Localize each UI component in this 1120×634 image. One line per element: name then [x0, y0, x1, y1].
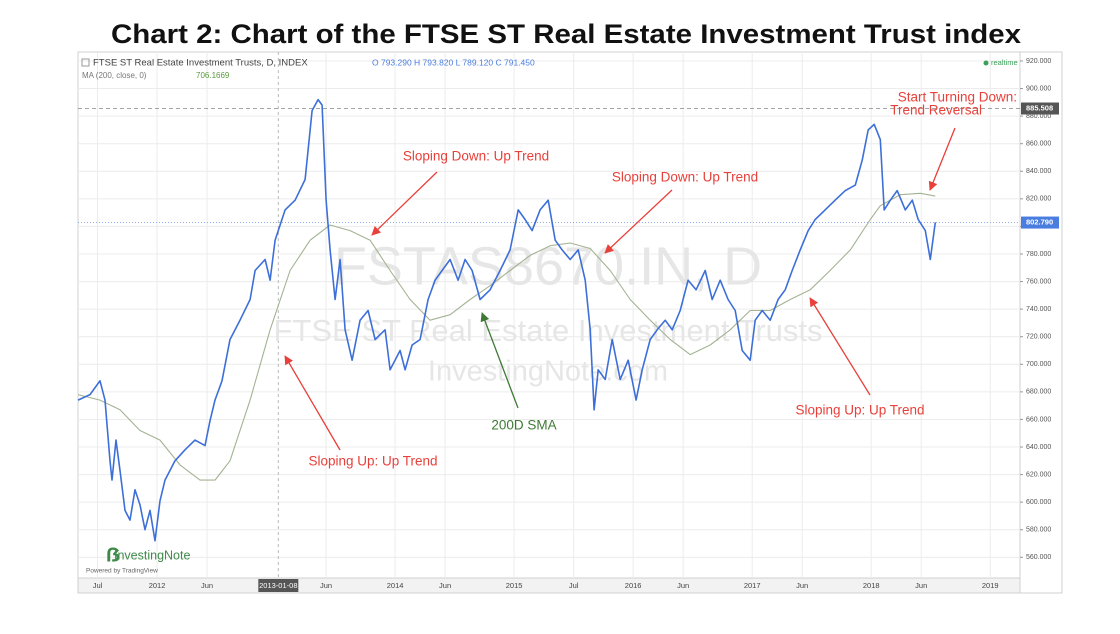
y-axis-strip — [1019, 51, 1063, 594]
y-tick-label: 700.000 — [1026, 361, 1051, 368]
x-tick-label: 2018 — [863, 581, 880, 590]
annotation: Start Turning Down: — [898, 90, 1017, 105]
y-tick-label: 760.000 — [1026, 278, 1051, 285]
arrow — [928, 127, 956, 191]
realtime-dot — [983, 60, 989, 66]
y-tick-label: 560.000 — [1026, 554, 1051, 561]
header: FTSE ST Real Estate Investment Trusts, D… — [81, 57, 1018, 575]
y-tick-label: 740.000 — [1026, 306, 1051, 313]
watermark-text: FTSE ST Real Estate Investment Trusts — [273, 313, 822, 348]
realtime: realtime — [991, 58, 1018, 67]
plot-area — [77, 51, 1021, 579]
y-tick-label: 780.000 — [1026, 251, 1051, 258]
x-tick-label: Jul — [93, 581, 103, 590]
y-tick-label: 680.000 — [1026, 389, 1051, 396]
x-tick-label: Jun — [796, 581, 808, 590]
price-label: 802.790 — [1026, 218, 1053, 227]
annotation: Sloping Down: Up Trend — [612, 170, 758, 185]
x-tick-label: 2012 — [149, 581, 166, 590]
y-tick-label: 620.000 — [1026, 471, 1051, 478]
y-tick-label: 600.000 — [1026, 499, 1051, 506]
logo-icon: ẞ — [106, 544, 120, 566]
annotation: Sloping Up: Up Trend — [308, 454, 437, 469]
y-tick-label: 720.000 — [1026, 334, 1051, 341]
ma-name: MA (200, close, 0) — [82, 71, 147, 80]
logo-powered: Powered by TradingView — [86, 568, 158, 575]
logo-name: InvestingNote — [114, 548, 190, 562]
annotation: 200D SMA — [491, 418, 556, 433]
x-tick-label: 2015 — [506, 581, 523, 590]
series-line — [77, 98, 937, 542]
x-tick-label: 2016 — [625, 581, 642, 590]
x-tick-label: Jun — [677, 581, 689, 590]
icon — [81, 58, 90, 67]
x-tick-label: Jun — [915, 581, 927, 590]
arrow — [809, 297, 871, 396]
y-tick-label: 640.000 — [1026, 444, 1051, 451]
y-tick-label: 900.000 — [1026, 85, 1051, 92]
annotation: Trend Reversal — [890, 103, 982, 118]
annotations: Sloping Down: Up Trend Sloping Down: Up T… — [284, 90, 1017, 469]
y-tick-label: 920.000 — [1026, 58, 1051, 65]
y-tick-label: 860.000 — [1026, 141, 1051, 148]
grid — [78, 52, 1020, 578]
x-tick-label: 2013-01-08 — [259, 581, 297, 590]
ma-value: 706.1669 — [196, 71, 230, 80]
x-tick-label: Jun — [439, 581, 451, 590]
x-tick-label: Jun — [201, 581, 213, 590]
x-tick-label: 2017 — [744, 581, 761, 590]
y-tick-label: 580.000 — [1026, 527, 1051, 534]
annotation: Sloping Down: Up Trend — [403, 149, 549, 164]
y-tick-label: 660.000 — [1026, 416, 1051, 423]
price-label-box — [1021, 216, 1059, 229]
price-label: 885.508 — [1026, 104, 1053, 113]
x-tick-label: 2019 — [982, 581, 999, 590]
arrow — [604, 189, 673, 254]
price-label-box — [1021, 102, 1059, 115]
x-tick-label: Jul — [569, 581, 579, 590]
x-tick-label: 2014 — [387, 581, 404, 590]
arrow — [480, 312, 519, 409]
y-tick-label: 840.000 — [1026, 168, 1051, 175]
chart-title: Chart 2: Chart of the FTSE ST Real Estat… — [111, 19, 1021, 49]
y-tick-label: 820.000 — [1026, 196, 1051, 203]
series-line — [77, 192, 936, 481]
annotation: Sloping Up: Up Trend — [795, 403, 924, 418]
y-tick-label: 880.000 — [1026, 113, 1051, 120]
series — [77, 98, 937, 542]
arrow — [284, 355, 341, 451]
x-tick-highlight — [258, 579, 299, 592]
ohlc: O 793.290 H 793.820 L 789.120 C 791.450 — [372, 57, 535, 67]
x-tick-label: Jun — [320, 581, 332, 590]
arrow — [371, 171, 438, 236]
series-name: FTSE ST Real Estate Investment Trusts, D… — [93, 58, 308, 69]
